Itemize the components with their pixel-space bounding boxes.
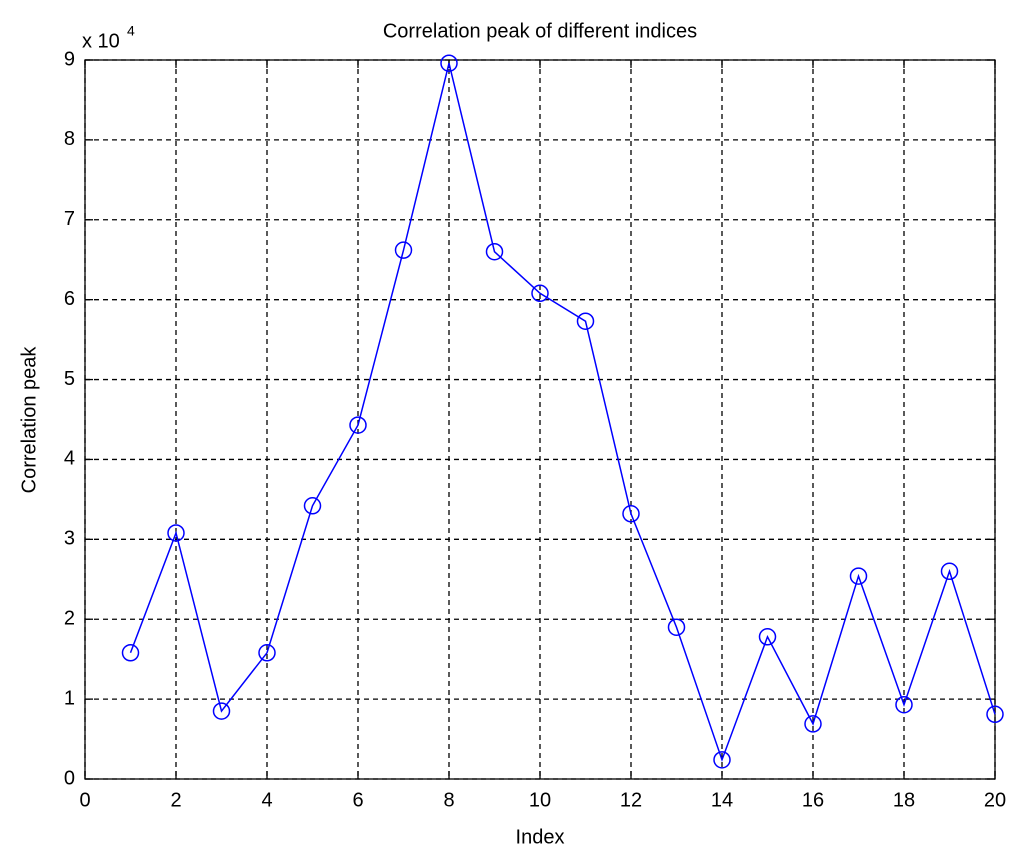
data-marker <box>576 312 595 330</box>
data-marker <box>167 524 185 542</box>
x-tick-label: 20 <box>984 789 1006 811</box>
data-marker <box>212 702 231 720</box>
data-marker <box>713 751 731 769</box>
x-tick-label: 8 <box>443 789 454 811</box>
data-marker <box>303 497 322 515</box>
x-tick-label: 14 <box>711 789 733 811</box>
x-tick-label: 18 <box>893 789 915 811</box>
data-marker <box>121 644 140 662</box>
x-tick-label: 16 <box>802 789 824 811</box>
data-marker <box>394 241 413 259</box>
x-tick-label: 2 <box>170 789 181 811</box>
plot-frame <box>84 59 996 780</box>
data-line <box>129 63 996 763</box>
y-tick-label: 3 <box>64 528 75 550</box>
y-tick-label: 8 <box>64 128 75 150</box>
y-tick-label: 5 <box>64 368 75 390</box>
data-marker <box>849 567 868 585</box>
data-marker <box>485 242 504 261</box>
data-marker <box>440 54 458 72</box>
data-marker <box>940 562 959 581</box>
x-tick-label: 12 <box>620 789 642 811</box>
data-marker <box>804 715 822 733</box>
y-tick-label: 1 <box>64 687 75 709</box>
y-axis-label: Correlation peak <box>18 346 40 494</box>
y-multiplier: x 10 <box>82 30 120 52</box>
x-tick-label: 4 <box>261 789 272 811</box>
y-tick-label: 7 <box>64 208 75 230</box>
x-axis-label: Index <box>516 826 565 848</box>
x-tick-label: 0 <box>79 789 90 811</box>
x-tick-label: 6 <box>352 789 363 811</box>
data-marker <box>986 705 1004 724</box>
y-tick-label: 2 <box>64 608 75 630</box>
chart-title: Correlation peak of different indices <box>383 20 697 42</box>
data-marker <box>258 644 276 662</box>
y-multiplier-exponent: 4 <box>127 23 135 39</box>
data-marker <box>349 416 367 434</box>
x-tick-label: 10 <box>529 789 551 811</box>
data-marker <box>758 628 777 646</box>
data-marker <box>667 618 686 636</box>
data-marker <box>895 695 913 714</box>
y-tick-label: 6 <box>64 288 75 310</box>
y-tick-label: 4 <box>64 448 75 470</box>
data-marker <box>531 284 549 303</box>
y-tick-label: 9 <box>64 48 75 70</box>
data-marker <box>622 505 640 523</box>
y-tick-label: 0 <box>64 767 75 789</box>
